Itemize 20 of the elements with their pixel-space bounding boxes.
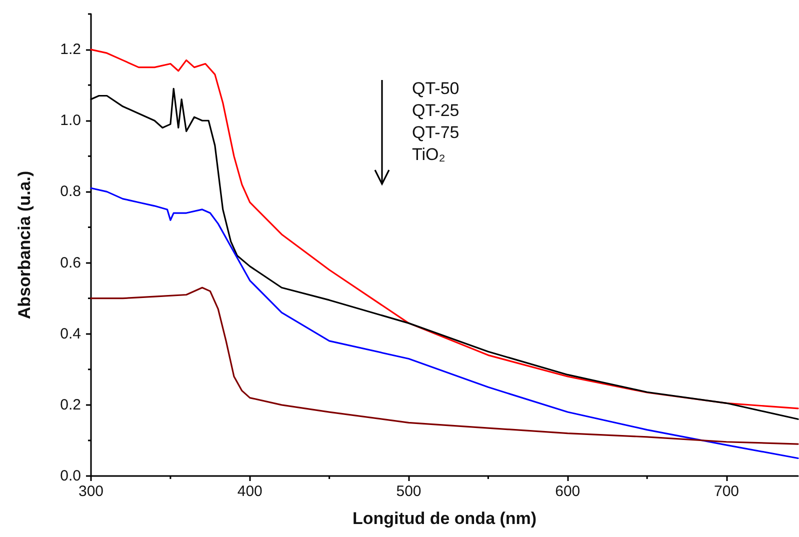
x-tick-label: 700 (714, 483, 740, 500)
y-tick-label: 1.2 (60, 41, 81, 58)
y-tick-label: 1.0 (60, 112, 81, 130)
y-tick-label: 0.2 (60, 396, 81, 414)
x-axis-title: Longitud de onda (nm) (352, 509, 537, 528)
annotation: QT-75 (412, 123, 460, 142)
y-tick-label: 0.0 (60, 468, 81, 484)
x-tick-label: 500 (396, 483, 422, 500)
x-tick-label: 600 (555, 483, 580, 500)
annotation: QT-25 (412, 101, 460, 120)
x-tick-label: 300 (78, 483, 104, 500)
line-series (90, 286, 799, 445)
y-tick-label: 0.8 (60, 183, 81, 200)
annotation: TiO₂ (412, 145, 446, 164)
annotation: QT-50 (412, 79, 460, 98)
y-tick-label: 0.4 (60, 325, 81, 342)
line-series (90, 187, 799, 460)
y-axis-title: Absorbancia (u.a.) (15, 170, 34, 320)
x-tick-label: 400 (237, 483, 262, 500)
y-tick-label: 0.6 (60, 254, 81, 272)
